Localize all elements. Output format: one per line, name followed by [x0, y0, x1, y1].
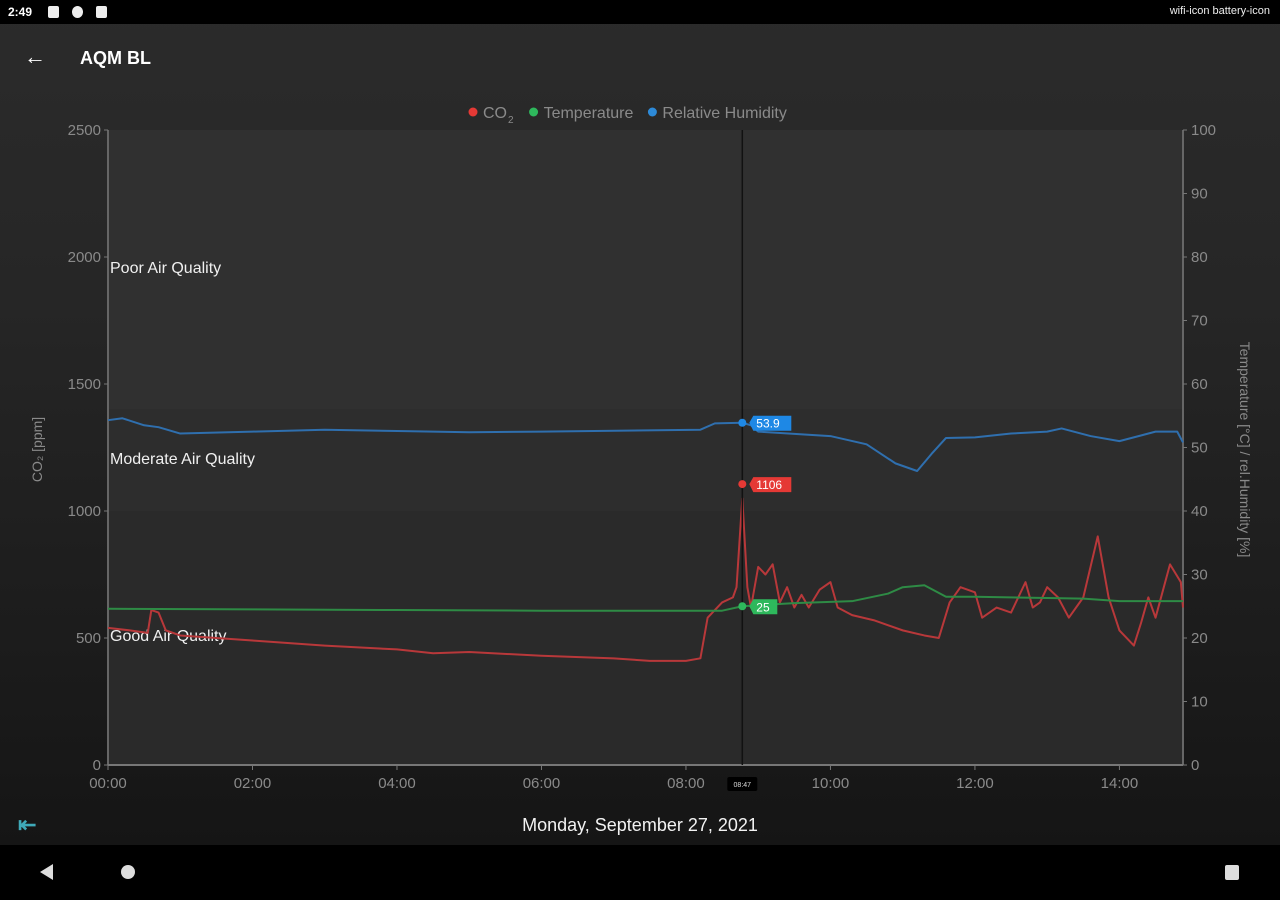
cursor-point-humidity — [738, 418, 747, 427]
sd-card-icon — [96, 6, 107, 18]
x-tick-label: 04:00 — [378, 775, 416, 792]
cursor-point-co2 — [738, 480, 747, 489]
x-tick-label: 10:00 — [812, 775, 850, 792]
cursor-value-badge-co2 — [749, 477, 792, 493]
cursor-point-temperature — [738, 602, 747, 611]
y-tick-label-right: 90 — [1191, 186, 1208, 203]
y-axis-label-right: Temperature [°C] / rel.Humidity [%] — [1237, 342, 1253, 558]
zone-band — [108, 511, 1183, 765]
zone-band — [108, 130, 1183, 410]
system-nav-bar — [0, 845, 1280, 900]
legend-label-relative-humidity: Relative Humidity — [662, 105, 786, 122]
legend-label-co: CO — [483, 105, 507, 122]
y-tick-label-left: 0 — [93, 757, 101, 774]
date-label: Monday, September 27, 2021 — [522, 815, 758, 835]
series-line-temperature — [107, 584, 1183, 612]
app-bar: ← AQM BL — [0, 24, 1280, 90]
cursor-time-badge — [727, 777, 758, 791]
nav-home-icon[interactable] — [121, 865, 135, 879]
wifi-battery-icon: wifi-icon battery-icon — [1169, 5, 1270, 17]
x-tick-label: 02:00 — [234, 775, 272, 792]
x-tick-label: 00:00 — [89, 775, 127, 792]
arrow-left-bar-icon[interactable]: ⇤ — [18, 812, 37, 837]
legend-label-subscript: 2 — [508, 115, 514, 126]
y-tick-label-right: 100 — [1191, 122, 1216, 139]
nav-back-icon[interactable] — [40, 864, 53, 880]
zone-label: Moderate Air Quality — [110, 451, 255, 468]
notification-icon — [72, 6, 83, 18]
cursor-value-humidity: 53.9 — [756, 417, 780, 431]
cursor-time-label: 08:47 — [734, 782, 752, 789]
nav-recents-icon[interactable] — [1225, 865, 1239, 880]
y-tick-label-right: 20 — [1191, 630, 1208, 647]
y-tick-label-right: 80 — [1191, 249, 1208, 266]
x-tick-label: 14:00 — [1101, 775, 1139, 792]
status-time: 2:49 — [8, 5, 33, 19]
y-tick-label-left: 2000 — [68, 249, 101, 266]
cursor-value-temperature: 25 — [756, 600, 770, 614]
series-line-co2 — [107, 497, 1184, 662]
y-axis-label-left: CO₂ [ppm] — [29, 417, 45, 482]
legend-label-temperature: Temperature — [544, 105, 634, 122]
y-tick-label-left: 2500 — [68, 122, 101, 139]
legend-marker — [468, 107, 478, 117]
y-tick-label-right: 10 — [1191, 694, 1208, 711]
legend-marker — [529, 107, 539, 117]
y-tick-label-right: 40 — [1191, 503, 1208, 520]
y-tick-label-left: 1000 — [68, 503, 101, 520]
y-tick-label-left: 1500 — [68, 376, 101, 393]
y-tick-label-right: 0 — [1191, 757, 1199, 774]
notification-icon — [48, 6, 59, 18]
cursor-value-badge-humidity — [749, 415, 792, 431]
zone-band — [108, 409, 1183, 511]
y-tick-label-right: 50 — [1191, 440, 1208, 457]
status-bar: 2:49 wifi-icon battery-icon — [0, 0, 1280, 24]
x-tick-label: 08:00 — [667, 775, 705, 792]
y-tick-label-right: 70 — [1191, 313, 1208, 330]
x-tick-label: 06:00 — [523, 775, 561, 792]
y-tick-label-left: 500 — [76, 630, 101, 647]
x-tick-label: 12:00 — [956, 775, 994, 792]
legend-marker — [647, 107, 657, 117]
cursor-value-badge-temperature — [749, 599, 778, 615]
page-title: AQM BL — [80, 48, 151, 68]
y-tick-label-right: 30 — [1191, 567, 1208, 584]
arrow-left-icon[interactable]: ← — [24, 44, 46, 69]
cursor-value-co2: 1106 — [756, 478, 782, 492]
y-tick-label-right: 60 — [1191, 376, 1208, 393]
series-line-relative-humidity — [107, 417, 1184, 472]
zone-label: Poor Air Quality — [110, 260, 221, 277]
